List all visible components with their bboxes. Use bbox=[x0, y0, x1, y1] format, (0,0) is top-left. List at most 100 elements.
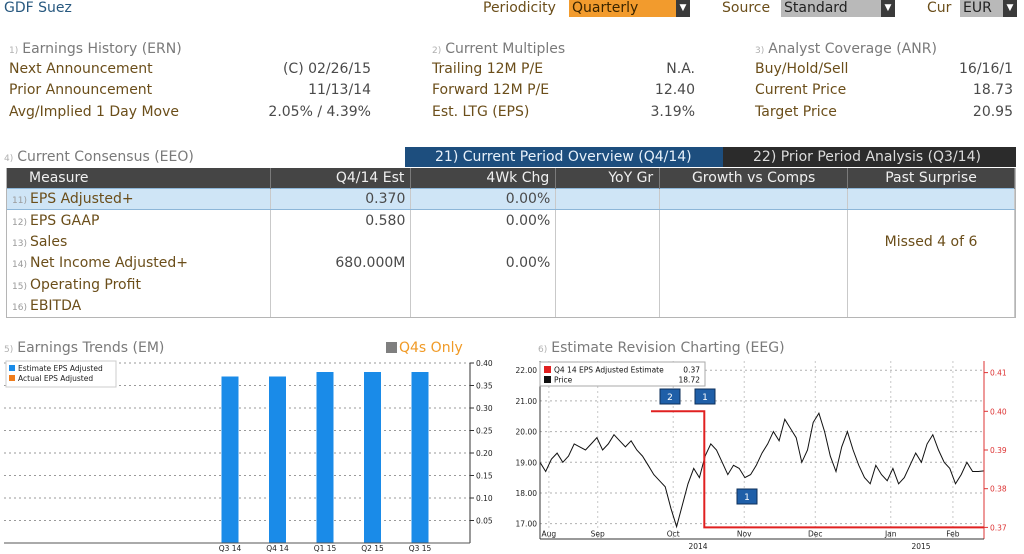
right-tick-label: 0.41 bbox=[990, 369, 1007, 378]
revision-marker[interactable]: 1 bbox=[736, 488, 758, 505]
y-tick-label: 0.15 bbox=[476, 472, 493, 481]
yoy-cell bbox=[555, 187, 661, 210]
legend-value-price: 18.72 bbox=[679, 376, 701, 385]
currency-dropdown[interactable]: EUR ▼ bbox=[960, 0, 1017, 17]
comps-cell bbox=[659, 187, 849, 210]
source-dropdown[interactable]: Standard ▼ bbox=[781, 0, 895, 17]
right-tick-label: 0.40 bbox=[990, 407, 1007, 416]
change-cell bbox=[410, 231, 557, 253]
earnings-trends-title[interactable]: 5) Earnings Trends (EM) bbox=[4, 340, 165, 356]
yoy-cell bbox=[555, 209, 661, 231]
source-value: Standard bbox=[784, 0, 848, 16]
periodicity-dropdown[interactable]: Quarterly ▼ bbox=[569, 0, 690, 17]
year-label-2014: 2014 bbox=[688, 542, 707, 551]
column-header-4wk-chg[interactable]: 4Wk Chg bbox=[410, 168, 557, 188]
column-header-measure[interactable]: Measure bbox=[7, 168, 272, 188]
left-tick-label: 20.00 bbox=[516, 428, 538, 437]
estimate-cell: 680.000M bbox=[270, 252, 412, 274]
revision-marker[interactable]: 2 bbox=[659, 388, 681, 405]
x-tick-label: Q4 14 bbox=[266, 544, 289, 553]
est-ltg-label: Est. LTG (EPS) bbox=[432, 104, 530, 120]
tab-current-period-overview[interactable]: 21) Current Period Overview (Q4/14) bbox=[405, 147, 723, 167]
chevron-down-icon: ▼ bbox=[881, 0, 895, 17]
buy-hold-sell-label: Buy/Hold/Sell bbox=[755, 61, 849, 77]
estimate-cell bbox=[270, 231, 412, 253]
left-tick-label: 21.00 bbox=[516, 397, 538, 406]
x-tick-label: Q2 15 bbox=[361, 544, 384, 553]
current-price-label: Current Price bbox=[755, 82, 847, 98]
periodicity-label: Periodicity bbox=[483, 0, 556, 16]
y-tick-label: 0.35 bbox=[476, 382, 493, 391]
column-header-yoy-gr[interactable]: YoY Gr bbox=[555, 168, 661, 188]
surprise-cell bbox=[847, 187, 1015, 210]
comps-cell bbox=[659, 274, 849, 296]
current-consensus-title[interactable]: 4) Current Consensus (EEO) bbox=[4, 149, 194, 165]
estimate-cell bbox=[270, 274, 412, 296]
earnings-history-link[interactable]: 1) Earnings History (ERN) bbox=[9, 41, 182, 57]
table-row[interactable]: 14) Net Income Adjusted+ 680.000M 0.00% bbox=[7, 252, 1015, 274]
target-price-label: Target Price bbox=[755, 104, 837, 120]
earnings-history-section: 1) Earnings History (ERN) Next Announceme… bbox=[9, 41, 379, 125]
x-tick-label: Jan bbox=[884, 530, 897, 539]
change-cell: 0.00% bbox=[410, 209, 557, 231]
surprise-cell bbox=[847, 209, 1015, 231]
estimate-revision-title[interactable]: 6) Estimate Revision Charting (EEG) bbox=[538, 340, 785, 356]
target-price-value: 20.95 bbox=[972, 104, 1013, 120]
x-tick-label: Oct bbox=[667, 530, 680, 539]
right-tick-label: 0.39 bbox=[990, 446, 1007, 455]
chart-x-axis: Q3 14 Q4 14 Q1 15 Q2 15 Q3 15 bbox=[4, 542, 470, 553]
legend-label-actual: Actual EPS Adjusted bbox=[18, 374, 93, 383]
next-announcement-value: (C) 02/26/15 bbox=[282, 61, 371, 77]
change-cell bbox=[410, 274, 557, 296]
estimate-revision-chart: 17.00 18.00 19.00 20.00 21.00 22.00 0.37 0.38 0.… bbox=[516, 359, 1007, 551]
measure-name: EPS Adjusted+ bbox=[29, 190, 134, 207]
price-line bbox=[539, 412, 985, 529]
x-tick-label: Q3 14 bbox=[219, 544, 242, 553]
trailing-pe-label: Trailing 12M P/E bbox=[432, 61, 544, 77]
yoy-cell bbox=[555, 274, 661, 296]
right-tick-label: 0.37 bbox=[990, 523, 1007, 532]
svg-text:1: 1 bbox=[744, 493, 750, 503]
table-row[interactable]: 16) EBITDA bbox=[7, 295, 1015, 317]
legend-swatch-estimate bbox=[544, 366, 551, 373]
y-tick-label: 0.30 bbox=[476, 404, 493, 413]
tab-prior-period-analysis[interactable]: 22) Prior Period Analysis (Q3/14) bbox=[723, 147, 1016, 167]
analyst-coverage-link[interactable]: 3) Analyst Coverage (ANR) bbox=[755, 41, 937, 57]
bar bbox=[364, 372, 381, 543]
table-row[interactable]: 12) EPS GAAP 0.580 0.00% bbox=[7, 209, 1015, 231]
surprise-cell bbox=[847, 274, 1015, 296]
svg-text:2: 2 bbox=[667, 393, 673, 403]
source-label: Source bbox=[722, 0, 771, 16]
change-cell: 0.00% bbox=[410, 252, 557, 274]
checkbox-icon bbox=[386, 342, 397, 353]
x-tick-label: Q1 15 bbox=[314, 544, 337, 553]
bar bbox=[316, 372, 334, 543]
estimate-line bbox=[651, 410, 984, 529]
revision-marker[interactable]: 1 bbox=[694, 388, 716, 405]
table-row[interactable]: 15) Operating Profit bbox=[7, 274, 1015, 296]
chart-y-axis: 0.05 0.10 0.15 0.20 0.25 0.30 0.35 0.40 bbox=[469, 359, 493, 543]
x-tick-label: Sep bbox=[591, 530, 605, 539]
current-multiples-link[interactable]: 2) Current Multiples bbox=[432, 41, 566, 57]
prior-announcement-label: Prior Announcement bbox=[9, 82, 153, 98]
table-row[interactable]: 11) EPS Adjusted+ 0.370 0.00% bbox=[7, 187, 1015, 210]
column-header-past-surprise[interactable]: Past Surprise bbox=[847, 168, 1015, 188]
column-header-growth-vs-comps[interactable]: Growth vs Comps bbox=[659, 168, 849, 188]
legend-label-price: Price bbox=[554, 376, 573, 385]
estimate-cell bbox=[270, 295, 412, 317]
x-tick-label: Nov bbox=[737, 530, 752, 539]
surprise-cell bbox=[847, 295, 1015, 317]
legend-label-estimate: Estimate EPS Adjusted bbox=[18, 364, 103, 373]
bar bbox=[221, 376, 239, 543]
estimate-cell: 0.580 bbox=[270, 209, 412, 231]
table-row[interactable]: 13) Sales Missed 4 of 6 bbox=[7, 231, 1015, 253]
left-tick-label: 17.00 bbox=[516, 520, 538, 529]
y-tick-label: 0.10 bbox=[476, 494, 493, 503]
y-tick-label: 0.40 bbox=[476, 359, 493, 368]
x-tick-label: Dec bbox=[808, 530, 823, 539]
change-cell: 0.00% bbox=[410, 187, 557, 210]
bar bbox=[269, 376, 286, 543]
legend-swatch-estimate bbox=[9, 365, 15, 371]
column-header-estimate[interactable]: Q4/14 Est bbox=[270, 168, 412, 188]
q4s-only-toggle[interactable]: Q4s Only bbox=[386, 340, 463, 356]
